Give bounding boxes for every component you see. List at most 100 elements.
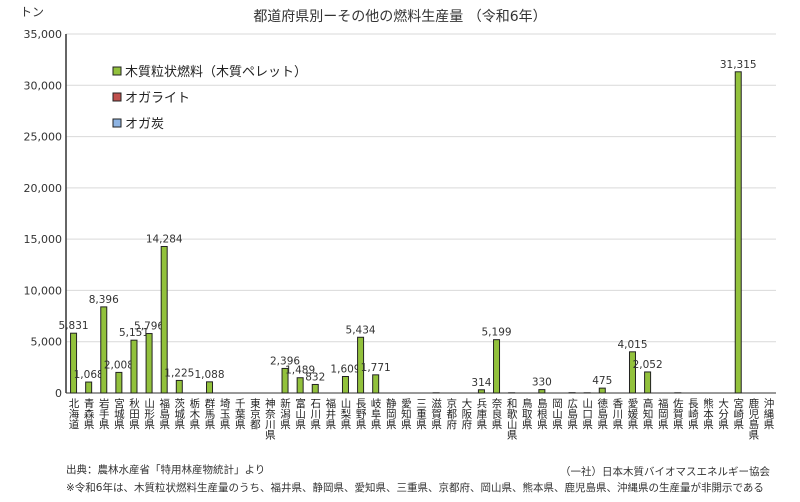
legend-label: オガ炭	[125, 117, 164, 132]
legend-label: 木質粒状燃料（木質ペレット）	[125, 64, 307, 80]
x-tick-label: 福島県	[158, 397, 170, 430]
x-tick-label: 広島県	[566, 397, 578, 430]
bar-高知県	[644, 371, 652, 394]
x-tick-label: 熊本県	[702, 397, 714, 430]
data-label: 330	[532, 377, 552, 389]
y-tick-label: 5,000	[31, 336, 63, 349]
x-tick-label: 奈良県	[491, 397, 503, 430]
data-label: 1,771	[361, 362, 391, 374]
data-label: 1,489	[285, 365, 315, 377]
legend-swatch	[112, 66, 122, 76]
x-tick-label: 福岡県	[657, 397, 669, 430]
bar-奈良県	[493, 339, 501, 394]
data-label: 832	[305, 371, 325, 383]
x-tick-label: 鳥取県	[521, 397, 533, 430]
data-label: 314	[471, 377, 491, 389]
y-tick-label: 25,000	[24, 131, 63, 144]
disclosure-note: ※令和6年は、木質粒状燃料生産量のうち、福井県、静岡県、愛知県、三重県、京都府、…	[66, 482, 764, 494]
bar-茨城県	[175, 379, 183, 394]
legend-swatch	[112, 92, 122, 102]
bar-宮崎県	[734, 71, 742, 394]
bar-岐阜県	[372, 374, 380, 394]
x-tick-label: 宮城県	[113, 397, 125, 430]
x-tick-label: 高知県	[642, 397, 654, 430]
y-tick-label: 10,000	[24, 284, 63, 297]
x-tick-label: 群馬県	[204, 397, 216, 430]
x-tick-label: 岡山県	[551, 398, 563, 430]
x-tick-label: 山口県	[581, 398, 593, 430]
y-axis-unit: トン	[20, 5, 45, 19]
data-label: 5,199	[482, 327, 512, 339]
data-label: 14,284	[146, 233, 183, 245]
x-tick-label: 島根県	[536, 397, 548, 430]
data-label: 2,008	[104, 359, 134, 371]
legend-label: オガライト	[125, 91, 190, 106]
data-label: 5,796	[134, 321, 164, 333]
y-tick-label: 0	[55, 387, 62, 400]
chart-title: 都道府県別ーその他の燃料生産量 （令和6年）	[253, 9, 547, 25]
x-tick-label: 三重県	[415, 398, 427, 430]
data-label: 1,068	[74, 369, 104, 381]
x-tick-label: 長崎県	[687, 398, 699, 430]
bar-石川県	[311, 383, 319, 394]
x-tick-label: 京都府	[445, 397, 457, 430]
x-tick-label: 大分県	[717, 397, 729, 430]
data-label: 1,225	[164, 367, 194, 379]
data-label: 31,315	[720, 59, 757, 71]
x-tick-label: 鹿児島県	[747, 397, 759, 441]
x-tick-label: 徳島県	[596, 397, 608, 430]
data-label: 1,609	[330, 363, 360, 375]
x-tick-label: 山形県	[143, 398, 155, 430]
bar-宮城県	[115, 371, 123, 394]
x-tick-label: 長野県	[355, 398, 367, 430]
bar-福島県	[160, 245, 168, 394]
x-tick-label: 東京都	[249, 397, 261, 430]
data-label: 2,396	[270, 355, 300, 367]
data-label: 4,015	[617, 339, 647, 351]
x-tick-label: 石川県	[309, 398, 321, 430]
x-tick-label: 静岡県	[385, 397, 397, 430]
x-tick-label: 沖縄県	[762, 397, 774, 430]
y-tick-label: 30,000	[24, 79, 63, 92]
x-tick-label: 愛知県	[400, 397, 412, 430]
x-tick-label: 茨城県	[173, 397, 185, 430]
x-tick-label: 神奈川県	[264, 397, 276, 441]
bar-愛媛県	[628, 351, 636, 394]
y-tick-label: 35,000	[24, 28, 63, 41]
x-tick-label: 北海道	[68, 398, 80, 430]
organization-credit: （一社）日本木質バイオマスエネルギー協会	[560, 466, 770, 478]
x-tick-label: 和歌山県	[506, 398, 518, 441]
bar-島根県	[538, 389, 546, 394]
x-tick-label: 新潟県	[279, 397, 291, 430]
y-tick-label: 15,000	[24, 233, 63, 246]
y-tick-label: 20,000	[24, 182, 63, 195]
data-label: 475	[592, 375, 612, 387]
x-tick-label: 佐賀県	[672, 397, 684, 430]
bar-兵庫県	[477, 389, 485, 394]
bar-長野県	[357, 336, 365, 394]
bar-山梨県	[341, 375, 349, 394]
x-tick-label: 香川県	[611, 398, 623, 430]
source-note: 出典：農林水産省「特用林産物統計」より	[66, 464, 266, 476]
bar-新潟県	[281, 367, 289, 394]
legend-swatch	[112, 118, 122, 128]
bar-徳島県	[598, 387, 606, 394]
data-label: 5,151	[119, 327, 149, 339]
x-tick-label: 栃木県	[188, 397, 200, 430]
x-tick-label: 大阪府	[460, 397, 472, 430]
x-tick-label: 兵庫県	[475, 397, 487, 430]
x-tick-label: 埼玉県	[219, 397, 231, 430]
x-tick-label: 岩手県	[98, 397, 110, 430]
data-label: 5,831	[59, 320, 89, 332]
bar-山形県	[145, 333, 153, 394]
x-tick-label: 千葉県	[234, 398, 246, 430]
x-tick-label: 岐阜県	[370, 397, 382, 430]
x-tick-label: 福井県	[324, 397, 336, 430]
x-tick-label: 滋賀県	[430, 397, 442, 430]
x-tick-label: 秋田県	[128, 397, 140, 430]
bar-青森県	[85, 381, 93, 394]
bar-北海道	[70, 332, 78, 394]
data-label: 8,396	[89, 294, 119, 306]
